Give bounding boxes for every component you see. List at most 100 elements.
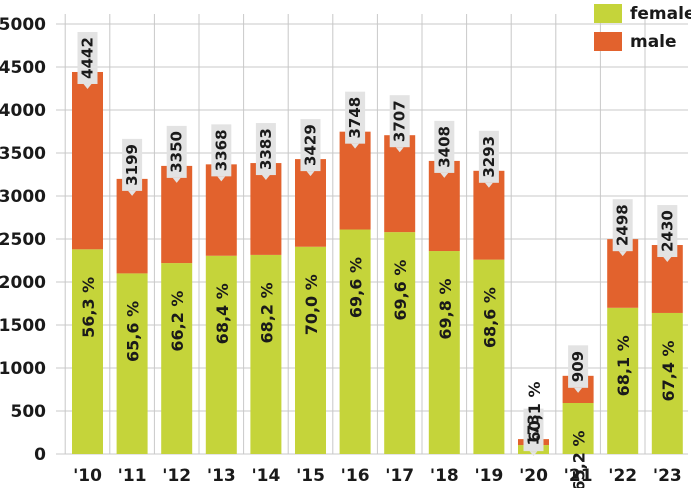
bar-female: [607, 307, 639, 454]
x-tick-label: '20: [519, 466, 548, 486]
total-label-box: [478, 130, 499, 183]
y-axis-ticks: 0 500 1000 1500 2000 2500 3000 3500 4000 4500 5000: [0, 15, 46, 465]
total-label-box: [434, 120, 455, 173]
total-label-group: 3383: [255, 123, 276, 181]
y-tick-label: 3000: [0, 187, 46, 207]
y-tick-label: 4500: [0, 58, 46, 78]
bar-female: [295, 246, 326, 454]
total-label-box: [657, 205, 678, 258]
x-tick-label: '19: [474, 466, 503, 486]
total-label: 909: [569, 351, 587, 382]
y-tick-label: 3500: [0, 144, 46, 164]
total-label-box: [612, 199, 633, 252]
total-label: 173: [525, 414, 543, 445]
bar-labels: 4442 56,3 % 3199 65,6 % 3350 66,2 % 3368 68,4 %…: [77, 31, 678, 492]
x-tick-label: '14: [251, 466, 280, 486]
total-label-pointer: [440, 172, 449, 178]
total-label-pointer: [306, 171, 315, 177]
total-label-pointer: [172, 177, 181, 183]
female-share-label: 69,8 %: [436, 279, 455, 340]
total-label: 2498: [614, 204, 632, 246]
legend-label: male: [630, 32, 677, 52]
total-label-pointer: [663, 257, 672, 263]
bar-female: [250, 254, 282, 454]
bar-female: [384, 232, 416, 454]
total-label-box: [568, 345, 589, 388]
female-share-label: 69,6 %: [347, 257, 366, 318]
total-label-pointer: [217, 176, 226, 182]
total-label: 3350: [168, 131, 186, 173]
x-tick-label: '16: [341, 466, 370, 486]
female-share-label: 68,4 %: [213, 283, 232, 344]
female-share-label: 56,3 %: [79, 277, 98, 338]
total-label-group: 3199: [122, 138, 143, 196]
total-label-box: [300, 119, 321, 172]
x-tick-label: '12: [162, 466, 191, 486]
total-label-group: 3707: [389, 95, 410, 153]
y-tick-label: 500: [11, 402, 47, 422]
bar-female: [428, 251, 460, 454]
female-share-label: 68,1 %: [614, 335, 633, 396]
bar-female: [562, 403, 594, 454]
total-label-pointer: [83, 83, 92, 89]
total-label: 3383: [257, 128, 275, 170]
total-label-group: 3748: [345, 91, 366, 149]
bars: [72, 71, 683, 454]
y-tick-label: 1500: [0, 316, 46, 336]
x-tick-label: '10: [73, 466, 102, 486]
total-label-pointer: [395, 147, 404, 153]
x-tick-label: '15: [296, 466, 325, 486]
total-label-box: [523, 408, 544, 452]
legend-item-male: male: [594, 32, 677, 52]
total-label-group: 3293: [478, 130, 499, 188]
total-label: 3368: [212, 129, 230, 171]
y-tick-label: 4000: [0, 101, 46, 121]
total-label-pointer: [618, 251, 627, 257]
total-label-group: 909: [568, 345, 589, 393]
female-share-label: 60,1 %: [525, 381, 544, 442]
total-label: 3199: [123, 144, 141, 186]
y-tick-label: 1000: [0, 359, 46, 379]
y-tick-label: 2000: [0, 273, 46, 293]
total-label-group: 173: [523, 408, 544, 457]
y-tick-label: 2500: [0, 230, 46, 250]
female-share-label: 68,2 %: [257, 282, 276, 343]
x-tick-label: '11: [118, 466, 147, 486]
total-label-box: [345, 91, 366, 144]
bar-female: [72, 249, 103, 454]
bar-female: [161, 263, 193, 454]
legend-swatch: [594, 4, 622, 23]
bar-female: [651, 312, 683, 454]
x-axis-ticks: '10 '11 '12 '13 '14 '15 '16 '17 '18 '19 '20 '21 '22 '…: [73, 466, 682, 486]
total-label-group: 2430: [657, 205, 678, 263]
total-label: 3748: [346, 97, 364, 139]
y-tick-label: 0: [34, 445, 46, 465]
legend-item-female: female: [594, 4, 691, 24]
total-label-box: [255, 123, 276, 176]
total-label: 3429: [302, 124, 320, 166]
total-label: 2430: [658, 210, 676, 252]
female-share-label: 67,4 %: [659, 340, 678, 401]
y-tick-label: 5000: [0, 15, 46, 35]
total-label-pointer: [484, 182, 493, 188]
total-label-box: [77, 31, 98, 84]
x-tick-label: '17: [385, 466, 414, 486]
legend-swatch: [594, 32, 622, 51]
total-label: 3707: [391, 100, 409, 142]
total-label-group: 3429: [300, 119, 321, 177]
total-label-group: 2498: [612, 199, 633, 257]
total-label-pointer: [574, 387, 583, 393]
bar-female: [116, 273, 148, 454]
female-share-label: 70,0 %: [302, 274, 321, 335]
total-label-pointer: [351, 143, 360, 149]
legend: female male: [594, 4, 691, 52]
female-share-label: 68,6 %: [480, 287, 499, 348]
x-tick-label: '23: [653, 466, 682, 486]
total-label-group: 3350: [166, 125, 187, 183]
bar-male: [72, 71, 103, 250]
x-tick-label: '21: [564, 466, 593, 486]
total-label-pointer: [261, 175, 270, 181]
total-label-pointer: [128, 190, 137, 196]
